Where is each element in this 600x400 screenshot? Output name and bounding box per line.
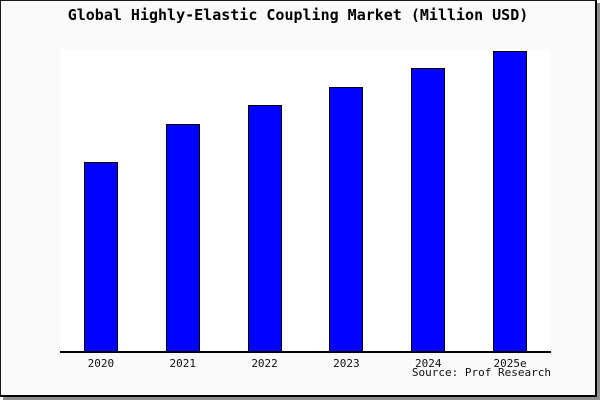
x-tick-2023: 2023 bbox=[333, 357, 360, 370]
bar-2021 bbox=[165, 123, 200, 351]
source-credit: Source: Prof Research bbox=[411, 366, 551, 379]
x-axis-ticks: 2020 2021 2022 2023 2024 2025e bbox=[60, 357, 551, 371]
x-tick-2021: 2021 bbox=[169, 357, 196, 370]
x-tick-2020: 2020 bbox=[87, 357, 115, 370]
bar-2020 bbox=[83, 162, 118, 351]
x-tick-2025e: 2025e bbox=[493, 357, 527, 370]
chart-title: Global Highly-Elastic Coupling Market (M… bbox=[67, 6, 529, 24]
bar-2022 bbox=[247, 105, 282, 351]
plot-area bbox=[60, 49, 551, 353]
bar-2023 bbox=[329, 87, 364, 351]
bar-2025e bbox=[493, 51, 528, 351]
bar-2024 bbox=[411, 68, 446, 351]
x-tick-2024: 2024 bbox=[414, 357, 442, 370]
x-tick-2022: 2022 bbox=[251, 357, 278, 370]
